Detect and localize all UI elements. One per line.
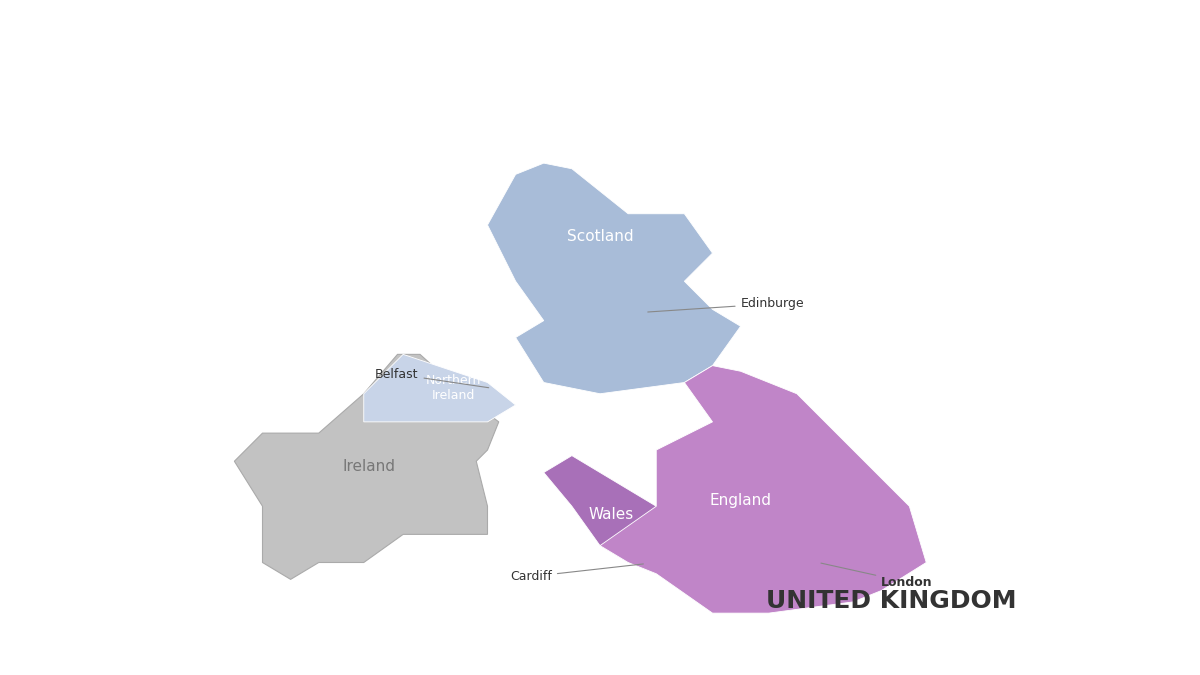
Text: UNITED KINGDOM: UNITED KINGDOM <box>766 589 1016 613</box>
Text: Northern
Ireland: Northern Ireland <box>426 374 481 402</box>
Polygon shape <box>600 366 926 613</box>
Polygon shape <box>487 163 740 394</box>
Polygon shape <box>364 354 516 422</box>
Text: England: England <box>709 493 772 508</box>
Text: Scotland: Scotland <box>566 229 634 244</box>
Polygon shape <box>234 354 499 579</box>
Text: Belfast: Belfast <box>374 368 488 387</box>
Text: London: London <box>821 563 932 589</box>
Text: Ireland: Ireland <box>343 460 396 475</box>
Text: Wales: Wales <box>589 507 634 522</box>
Text: Edinburge: Edinburge <box>648 297 804 312</box>
Text: Cardiff: Cardiff <box>510 564 643 583</box>
Polygon shape <box>544 456 667 574</box>
